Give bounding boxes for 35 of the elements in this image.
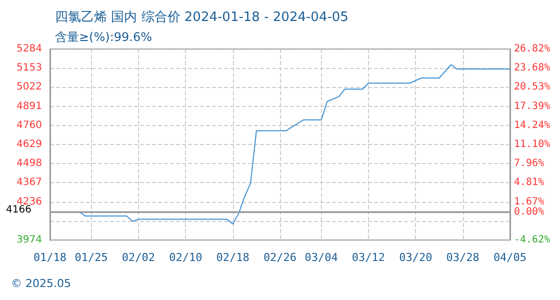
y-tick-label: 4891 (16, 100, 42, 112)
x-tick-label: 03/20 (399, 251, 432, 264)
x-tick-label: 01/25 (74, 251, 108, 264)
y2-tick-label: -4.62% (514, 234, 550, 246)
y2-tick-label: 0.00% (514, 206, 544, 218)
x-tick-label: 02/10 (169, 251, 202, 264)
y-tick-label: 4498 (16, 158, 42, 170)
x-tick-label: 02/26 (263, 251, 297, 264)
y-tick-label: 4629 (16, 139, 42, 150)
ref-line-label: 4166 (6, 204, 32, 216)
y2-tick-label: 14.24% (514, 120, 550, 131)
x-tick-label: 02/02 (122, 251, 156, 264)
x-tick-label: 04/05 (493, 251, 527, 264)
x-tick-label: 01/18 (33, 251, 67, 264)
y2-tick-label: 23.68% (514, 62, 550, 74)
y2-tick-label: 20.53% (514, 82, 550, 93)
y2-tick-label: 26.82% (514, 44, 550, 54)
x-tick-label: 03/04 (304, 251, 338, 264)
y2-tick-label: 4.81% (514, 177, 544, 188)
x-tick-label: 03/12 (352, 251, 386, 264)
y2-tick-label: 7.96% (514, 158, 544, 170)
y-tick-label: 4367 (16, 177, 42, 188)
chart-subtitle: 含量≥(%):99.6% (55, 30, 152, 44)
y-tick-label: 3974 (16, 234, 42, 246)
chart-title: 四氯乙烯 国内 综合价 2024-01-18 - 2024-04-05 (55, 10, 348, 25)
y-tick-label: 4760 (16, 120, 42, 131)
y2-tick-label: 11.10% (514, 139, 550, 150)
y2-tick-label: 17.39% (514, 100, 550, 112)
text: © 2025.05 (11, 277, 71, 290)
x-tick-label: 03/28 (446, 251, 480, 264)
x-tick-label: 02/18 (216, 251, 250, 264)
y-tick-label: 5284 (16, 44, 42, 54)
y-tick-label: 5022 (16, 82, 42, 93)
y2-tick-label: 1.67% (514, 196, 544, 208)
y-tick-label: 5153 (16, 62, 42, 74)
